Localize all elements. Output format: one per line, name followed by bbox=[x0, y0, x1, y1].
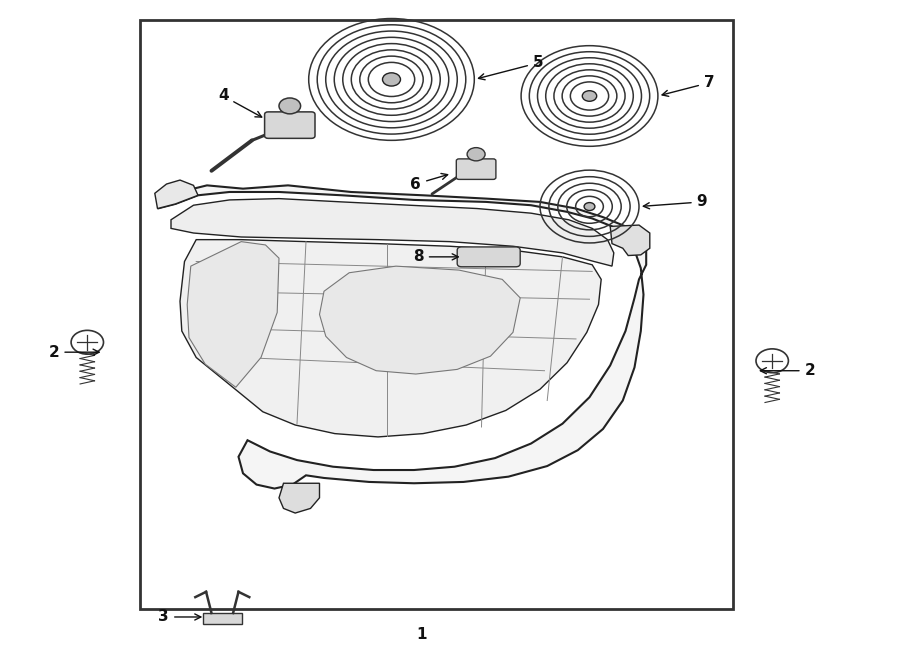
Polygon shape bbox=[180, 240, 601, 437]
FancyBboxPatch shape bbox=[265, 112, 315, 138]
Bar bbox=[140, 20, 733, 609]
Bar bbox=[202, 613, 242, 624]
Circle shape bbox=[467, 148, 485, 161]
Text: 7: 7 bbox=[662, 75, 715, 97]
Polygon shape bbox=[171, 199, 614, 266]
Text: 9: 9 bbox=[644, 195, 707, 209]
Text: 2: 2 bbox=[760, 363, 815, 378]
Text: 5: 5 bbox=[479, 56, 544, 80]
Circle shape bbox=[756, 349, 788, 373]
Text: 3: 3 bbox=[158, 610, 201, 624]
Polygon shape bbox=[320, 266, 520, 374]
Circle shape bbox=[582, 91, 597, 101]
Text: 6: 6 bbox=[410, 173, 447, 191]
Text: 4: 4 bbox=[218, 89, 262, 117]
Circle shape bbox=[382, 73, 400, 86]
Polygon shape bbox=[158, 185, 646, 489]
Circle shape bbox=[71, 330, 104, 354]
Text: 1: 1 bbox=[416, 627, 427, 641]
Polygon shape bbox=[610, 225, 650, 256]
FancyBboxPatch shape bbox=[457, 247, 520, 267]
Text: 8: 8 bbox=[413, 250, 458, 264]
Polygon shape bbox=[187, 242, 279, 387]
Circle shape bbox=[584, 203, 595, 211]
Polygon shape bbox=[155, 180, 198, 209]
FancyBboxPatch shape bbox=[456, 159, 496, 179]
Polygon shape bbox=[279, 483, 320, 513]
Circle shape bbox=[279, 98, 301, 114]
Text: 2: 2 bbox=[49, 345, 99, 359]
